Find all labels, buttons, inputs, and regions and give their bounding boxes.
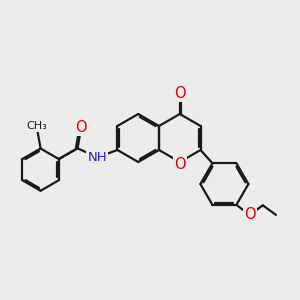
Text: O: O: [75, 120, 86, 135]
Text: NH: NH: [87, 151, 107, 164]
Text: O: O: [244, 207, 255, 222]
Text: O: O: [174, 86, 186, 101]
Text: CH₃: CH₃: [26, 121, 47, 131]
Text: O: O: [175, 157, 186, 172]
